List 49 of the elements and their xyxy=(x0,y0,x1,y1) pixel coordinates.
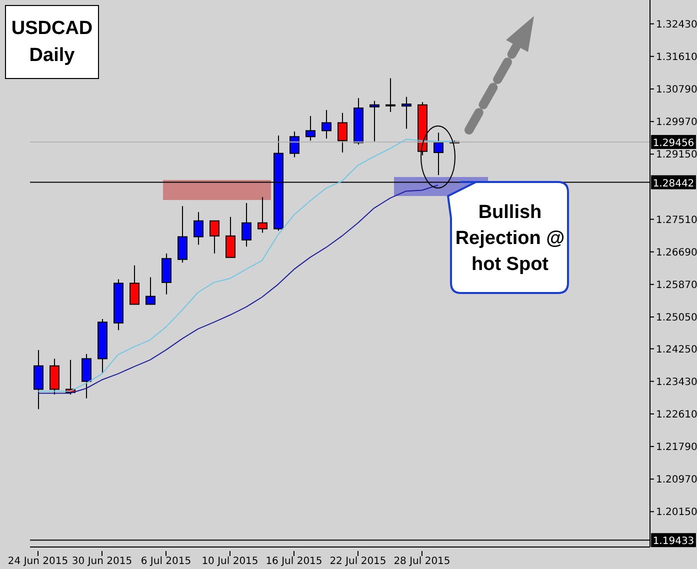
candlestick xyxy=(322,110,332,140)
y-tick-label: 1.29970 xyxy=(656,117,697,128)
candlestick xyxy=(226,216,236,258)
candlestick xyxy=(306,115,316,142)
y-tick-label: 1.25870 xyxy=(656,280,697,291)
y-tick-label: 1.30790 xyxy=(656,84,697,96)
candlestick xyxy=(194,212,204,246)
x-tick-label: 30 Jun 2015 xyxy=(72,556,132,567)
y-tick-label: 1.27510 xyxy=(656,214,697,226)
candlestick xyxy=(370,100,380,142)
candlestick xyxy=(402,96,412,130)
candlestick xyxy=(290,130,300,158)
text: USDCAD Daily xyxy=(10,17,94,68)
candlestick xyxy=(146,276,156,305)
annotation: Bullish Rejection @ hot Spot xyxy=(454,201,566,277)
candlestick xyxy=(338,112,348,154)
y-tick-label: 1.25050 xyxy=(656,312,697,324)
candlestick xyxy=(34,349,44,410)
x-tick-label: 6 Jul 2015 xyxy=(140,556,192,567)
x-tick-label: 16 Jul 2015 xyxy=(266,556,322,567)
ref-line-label: 1.29456 xyxy=(652,138,694,149)
y-tick-label: 1.23430 xyxy=(656,376,697,388)
candlestick xyxy=(178,206,188,264)
x-tick-label: 24 Jun 2015 xyxy=(8,556,68,567)
x-tick-label: 22 Jul 2015 xyxy=(330,556,386,567)
candlestick xyxy=(258,196,268,234)
y-tick-label: 1.24250 xyxy=(656,344,697,356)
ref-line-label: 1.19433 xyxy=(652,536,694,548)
candlestick xyxy=(162,252,172,295)
candlestick xyxy=(50,358,60,395)
y-tick-label: 1.20970 xyxy=(656,474,697,486)
candlestick xyxy=(386,78,396,113)
y-tick-label: 1.29150 xyxy=(656,150,697,161)
line-series xyxy=(38,184,438,394)
candlestick xyxy=(130,264,140,305)
candlestick xyxy=(242,202,252,248)
candlestick xyxy=(434,132,444,176)
y-tick-label: 1.26690 xyxy=(656,247,697,258)
candlestick xyxy=(82,353,92,399)
candlestick xyxy=(210,220,220,254)
x-tick-label: 10 Jul 2015 xyxy=(202,556,258,567)
line-series xyxy=(38,138,454,392)
ref-line-label: 1.28442 xyxy=(652,178,694,190)
y-tick-label: 1.32430 xyxy=(656,19,697,30)
y-tick-label: 1.20150 xyxy=(656,507,697,518)
y-tick-label: 1.31610 xyxy=(656,52,697,63)
x-tick-label: 28 Jul 2015 xyxy=(394,556,450,567)
y-tick-label: 1.21790 xyxy=(656,442,697,454)
y-tick-label: 1.22610 xyxy=(656,409,697,420)
